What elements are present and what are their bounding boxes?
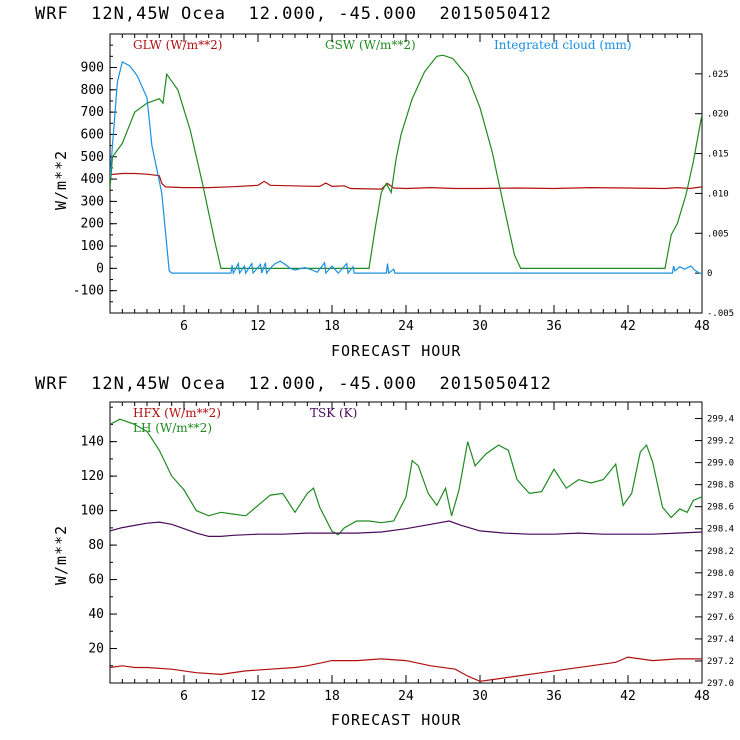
y2-tick-label: .010 [707, 189, 729, 199]
panel-2-ylabel: W/m**2 [52, 525, 70, 585]
y2-tick-label: .025 [707, 70, 729, 80]
panel-1-plot-frame [109, 33, 703, 314]
panel-2-title: WRF 12N,45W Ocea 12.000, -45.000 2015050… [35, 374, 552, 394]
y2-tick-label: 298.8 [707, 481, 734, 491]
x-tick-label: 6 [180, 689, 188, 704]
y2-tick-label: 298.0 [707, 569, 734, 579]
x-tick-label: 48 [694, 689, 710, 704]
y-tick-label: 40 [88, 607, 104, 622]
x-tick-label: 24 [398, 689, 414, 704]
x-tick-label: 48 [694, 319, 710, 334]
x-tick-label: 12 [250, 319, 266, 334]
panel-1: WRF 12N,45W Ocea 12.000, -45.000 2015050… [35, 4, 734, 360]
y-tick-label: 140 [81, 435, 104, 450]
y-tick-label: 80 [88, 538, 104, 553]
x-tick-label: 30 [472, 319, 488, 334]
legend-hfx: HFX (W/m**2) [133, 406, 221, 420]
y2-tick-label: 0 [707, 269, 712, 279]
series-lh-line [110, 418, 702, 536]
series-glw-line [110, 172, 702, 190]
y-tick-label: 0 [96, 261, 104, 276]
series-gsw-line [110, 54, 702, 269]
y2-tick-label: .005 [707, 229, 729, 239]
y-tick-label: 700 [81, 105, 104, 120]
legend-glw: GLW (W/m**2) [133, 38, 222, 52]
y2-tick-label: .015 [707, 150, 729, 160]
panel-2-xlabel: FORECAST HOUR [331, 711, 461, 729]
panel-2-right-axis: 297.0 297.2 297.4 297.6 297.8 298.0 298.2 298.4… [695, 415, 734, 689]
panel-2: WRF 12N,45W Ocea 12.000, -45.000 2015050… [35, 374, 734, 729]
x-tick-label: 18 [324, 689, 340, 704]
y2-tick-label: 299.4 [707, 415, 734, 425]
y-tick-label: -100 [73, 284, 104, 299]
y-tick-label: 100 [81, 504, 104, 519]
series-hfx-line [110, 656, 702, 682]
legend-lh: LH (W/m**2) [133, 421, 212, 435]
legend-gsw: GSW (W/m**2) [325, 38, 416, 52]
y-tick-label: 900 [81, 60, 104, 75]
y-tick-label: 200 [81, 217, 104, 232]
y-tick-label: 800 [81, 83, 104, 98]
y2-tick-label: 299.2 [707, 437, 734, 447]
panel-1-x-axis: 6 12 18 24 30 36 42 48 [109, 34, 710, 334]
panel-1-ylabel: W/m**2 [52, 150, 70, 210]
y2-tick-label: -.005 [707, 309, 734, 319]
y2-tick-label: 297.4 [707, 635, 734, 645]
series-integrated-cloud-line [110, 61, 702, 275]
y2-tick-label: 298.6 [707, 503, 734, 513]
y2-tick-label: 297.6 [707, 613, 734, 623]
y2-tick-label: 297.0 [707, 679, 734, 689]
y-tick-label: 60 [88, 573, 104, 588]
x-tick-label: 42 [620, 319, 636, 334]
legend-tsk: TSK (K) [310, 406, 357, 420]
series-tsk-line [110, 520, 702, 537]
y2-tick-label: 297.2 [707, 657, 734, 667]
panel-2-plot-frame [109, 401, 703, 684]
y2-tick-label: 299.0 [707, 459, 734, 469]
x-tick-label: 24 [398, 319, 414, 334]
legend-integrated-cloud: Integrated cloud (mm) [494, 38, 632, 52]
y-tick-label: 100 [81, 239, 104, 254]
x-tick-label: 36 [546, 689, 562, 704]
y2-tick-label: 298.2 [707, 547, 734, 557]
x-tick-label: 6 [180, 319, 188, 334]
y-tick-label: 300 [81, 194, 104, 209]
y-tick-label: 120 [81, 469, 104, 484]
x-tick-label: 18 [324, 319, 340, 334]
panel-1-xlabel: FORECAST HOUR [331, 342, 461, 360]
panel-2-x-axis: 6 12 18 24 30 36 42 48 [109, 402, 710, 704]
y-tick-label: 500 [81, 150, 104, 165]
x-tick-label: 12 [250, 689, 266, 704]
y-tick-label: 400 [81, 172, 104, 187]
x-tick-label: 42 [620, 689, 636, 704]
y2-tick-label: 297.8 [707, 591, 734, 601]
panel-1-title: WRF 12N,45W Ocea 12.000, -45.000 2015050… [35, 4, 552, 24]
panel-1-left-axis: -100 0 100 200 300 400 500 600 700 800 900 [73, 33, 117, 314]
x-tick-label: 30 [472, 689, 488, 704]
y-tick-label: 20 [88, 642, 104, 657]
y2-tick-label: 298.4 [707, 525, 734, 535]
x-tick-label: 36 [546, 319, 562, 334]
y-tick-label: 600 [81, 127, 104, 142]
y2-tick-label: .020 [707, 110, 729, 120]
panel-1-right-axis: -.005 0 .005 .010 .015 .020 .025 [695, 70, 734, 319]
panel-2-left-axis: 20 40 60 80 100 120 140 [81, 406, 117, 684]
